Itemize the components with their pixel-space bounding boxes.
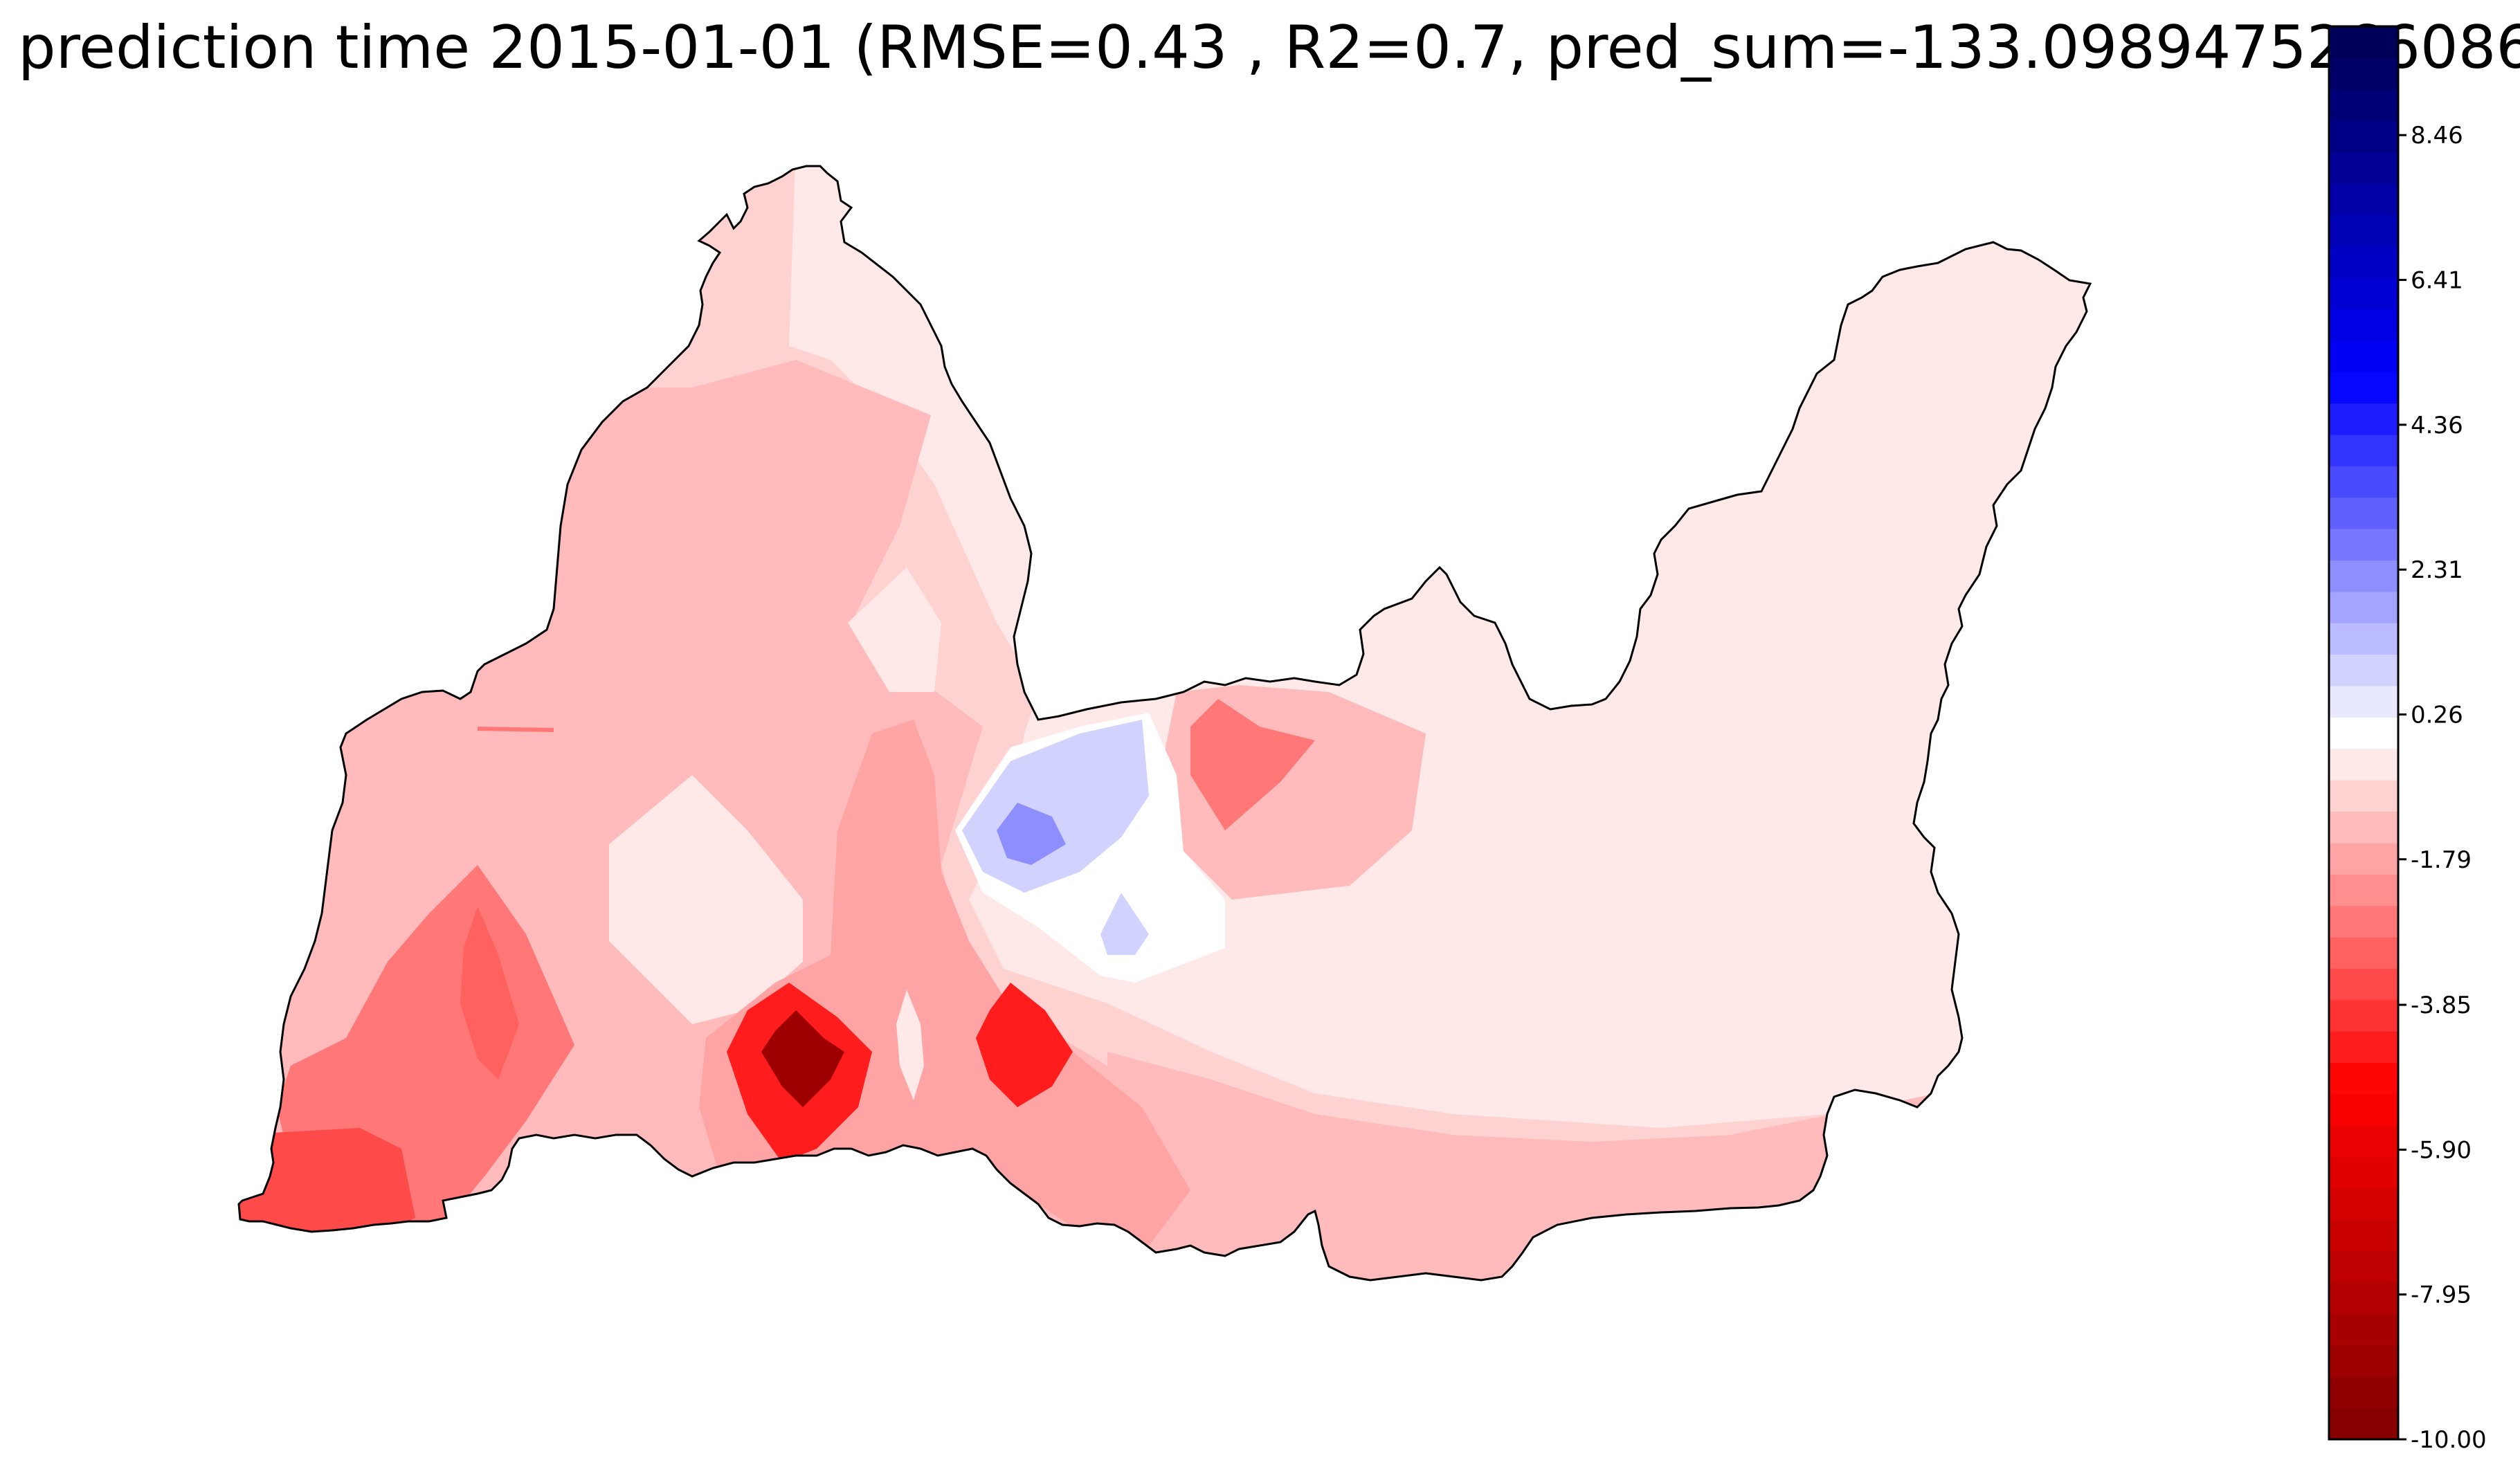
region-west-hotspot [460,906,519,1079]
colorbar-step [2329,120,2398,153]
colorbar-step [2329,246,2398,278]
colorbar-step [2329,1187,2398,1220]
colorbar-step [2329,905,2398,938]
colorbar-step [2329,685,2398,718]
region-center-south-hotspot [761,1010,844,1107]
region-center-blue-dot [997,803,1066,865]
colorbar-step [2329,403,2398,435]
colorbar-step [2329,434,2398,466]
colorbar-step [2329,999,2398,1032]
colorbar-step [2329,780,2398,812]
colorbar-step [2329,1376,2398,1409]
colorbar-step [2329,1093,2398,1126]
region-center-right-hotspot [976,983,1073,1107]
colorbar-tick-label: -1.79 [2411,846,2472,874]
region-south-west-corner [239,1128,415,1239]
colorbar-tick-label: -3.85 [2411,992,2472,1019]
colorbar-tick-label: 0.26 [2411,701,2463,729]
colorbar-tick-label: 6.41 [2411,267,2463,295]
colorbar-step [2329,842,2398,875]
colorbar-step [2329,57,2398,90]
region-pale-patch-west [609,775,803,1024]
colorbar-step [2329,215,2398,247]
colorbar-step [2329,277,2398,309]
colorbar-step [2329,874,2398,906]
colorbar-step [2329,717,2398,749]
colorbar-step [2329,340,2398,372]
colorbar-tick-label: 8.46 [2411,122,2463,149]
colorbar-step [2329,529,2398,561]
colorbar-step [2329,1156,2398,1189]
colorbar-step [2329,183,2398,215]
colorbar: 8.46 6.41 4.36 2.31 0.26 -1.79 -3.85 -5.90 -7.95… [2328,25,2487,1454]
colorbar-step [2329,560,2398,592]
colorbar-step [2329,968,2398,1001]
region-thin-line [478,727,554,732]
colorbar-frame [2328,25,2400,1441]
colorbar-ticks: 8.46 6.41 4.36 2.31 0.26 -1.79 -3.85 -5.90 -7.95… [2398,122,2487,1454]
colorbar-steps [2329,26,2398,1440]
colorbar-step [2329,1407,2398,1440]
colorbar-step [2329,1345,2398,1377]
colorbar-step [2329,591,2398,623]
region-upper-center-hotspot [1190,699,1315,830]
colorbar-step [2329,309,2398,341]
colorbar-step [2329,811,2398,844]
colorbar-step [2329,1282,2398,1315]
colorbar-tick-label: -10.00 [2411,1426,2487,1454]
region-pale-patch-mid [848,567,941,692]
colorbar-step [2329,936,2398,969]
colorbar-tick-label: -5.90 [2411,1136,2472,1164]
colorbar-step [2329,748,2398,781]
colorbar-step [2329,372,2398,404]
colorbar-step [2329,89,2398,121]
chart-title: prediction time 2015-01-01 (RMSE=0.43 , … [18,13,2520,82]
colorbar-step [2329,654,2398,686]
colorbar-tick-label: 4.36 [2411,412,2463,439]
colorbar-tick-label: 2.31 [2411,556,2463,584]
colorbar-step [2329,1219,2398,1252]
colorbar-step [2329,152,2398,184]
region-pale-sliver [896,990,924,1100]
colorbar-step [2329,623,2398,655]
colorbar-tick-label: -7.95 [2411,1282,2472,1309]
colorbar-step [2329,26,2398,58]
colorbar-step [2329,1125,2398,1158]
colorbar-step [2329,497,2398,529]
colorbar-step [2329,1031,2398,1064]
region-center-bluish-small [1100,893,1149,955]
colorbar-step [2329,1250,2398,1283]
colorbar-step [2329,1062,2398,1095]
colorbar-step [2329,1313,2398,1346]
colorbar-step [2329,466,2398,498]
